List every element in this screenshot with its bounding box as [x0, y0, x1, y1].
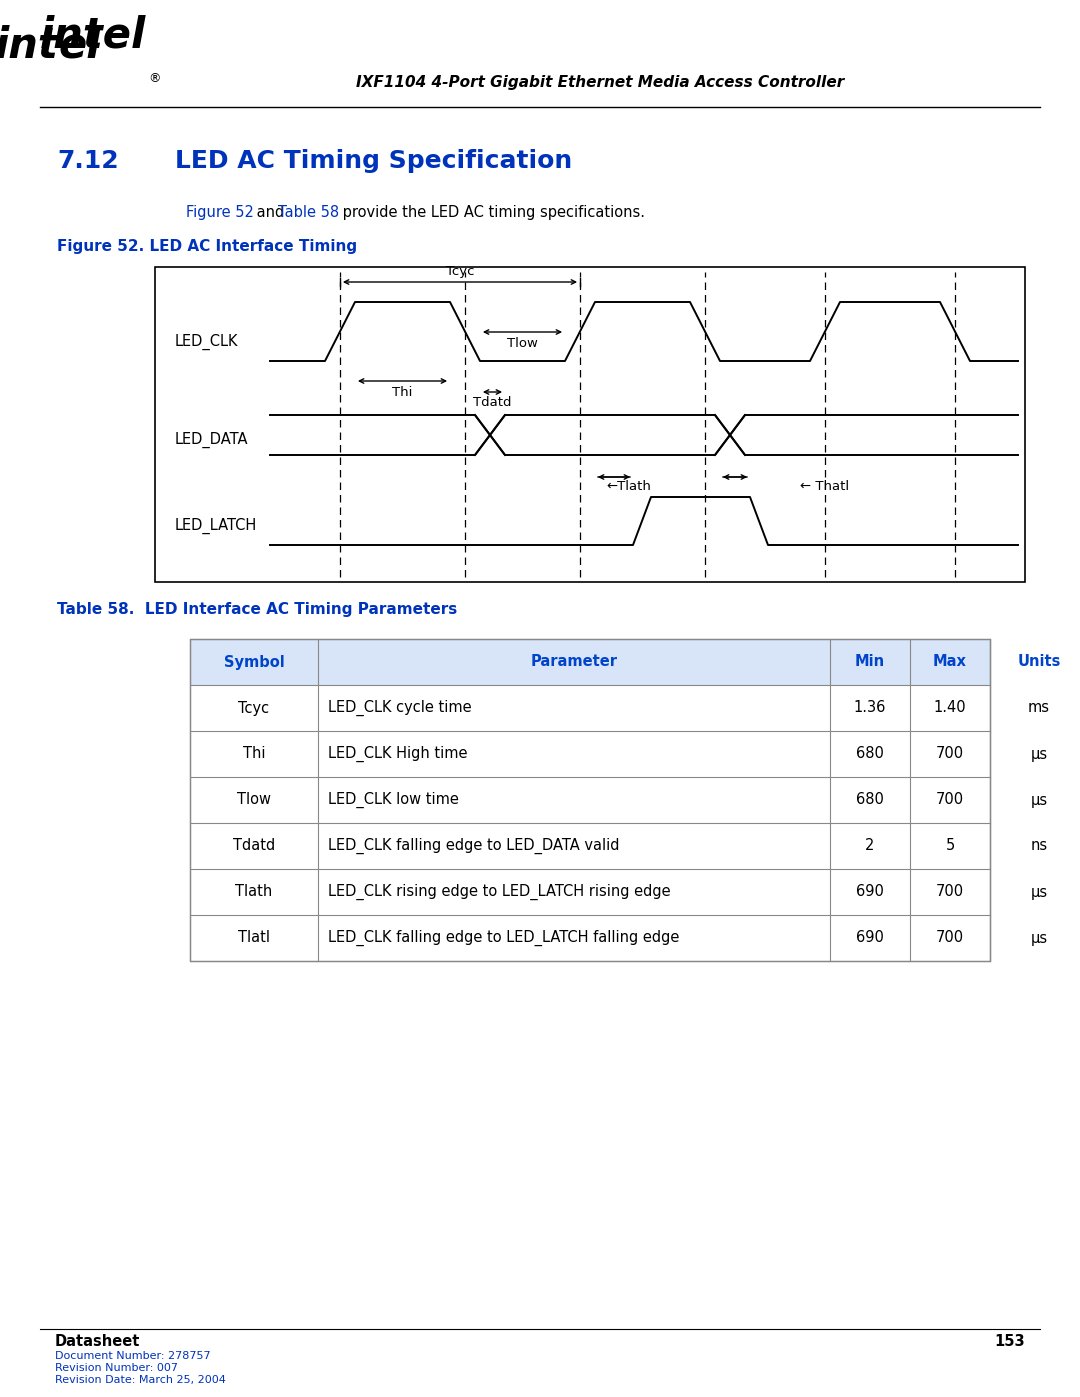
Text: μs: μs: [1030, 792, 1048, 807]
Text: Max: Max: [933, 655, 967, 669]
Text: and: and: [252, 205, 288, 219]
Text: Parameter: Parameter: [530, 655, 618, 669]
Text: 690: 690: [856, 930, 883, 946]
Text: LED_LATCH: LED_LATCH: [175, 518, 257, 534]
Text: Thi: Thi: [392, 386, 413, 400]
Text: ← Thatl: ← Thatl: [800, 481, 849, 493]
Text: LED_CLK rising edge to LED_LATCH rising edge: LED_CLK rising edge to LED_LATCH rising …: [328, 884, 671, 900]
Text: Figure 52. LED AC Interface Timing: Figure 52. LED AC Interface Timing: [57, 239, 357, 254]
Text: 1.40: 1.40: [934, 700, 967, 715]
Text: ns: ns: [1030, 838, 1048, 854]
Text: 680: 680: [856, 792, 883, 807]
Text: Tlow: Tlow: [237, 792, 271, 807]
Text: Tlatl: Tlatl: [238, 930, 270, 946]
Text: LED_CLK: LED_CLK: [175, 334, 239, 349]
Text: LED_CLK falling edge to LED_DATA valid: LED_CLK falling edge to LED_DATA valid: [328, 838, 620, 854]
Text: ←Tlath: ←Tlath: [607, 481, 651, 493]
Text: Min: Min: [855, 655, 886, 669]
Text: 153: 153: [995, 1334, 1025, 1350]
Text: LED_CLK low time: LED_CLK low time: [328, 792, 459, 807]
Text: Thi: Thi: [243, 746, 266, 761]
Text: 700: 700: [936, 884, 964, 900]
Text: 690: 690: [856, 884, 883, 900]
Text: el: el: [58, 25, 100, 67]
Text: LED_CLK falling edge to LED_LATCH falling edge: LED_CLK falling edge to LED_LATCH fallin…: [328, 930, 679, 946]
Bar: [190, 638, 990, 961]
Text: μs: μs: [1030, 884, 1048, 900]
Text: Table 58: Table 58: [278, 205, 339, 219]
Text: ms: ms: [1028, 700, 1050, 715]
Text: Units: Units: [1017, 655, 1061, 669]
Text: Datasheet: Datasheet: [55, 1334, 140, 1350]
Text: Tdatd: Tdatd: [233, 838, 275, 854]
Text: Tcyc: Tcyc: [239, 700, 270, 715]
Text: μs: μs: [1030, 746, 1048, 761]
Text: 7.12: 7.12: [57, 149, 119, 173]
Text: LED_CLK High time: LED_CLK High time: [328, 746, 468, 763]
Text: ®: ®: [148, 73, 161, 85]
Text: Symbol: Symbol: [224, 655, 284, 669]
Text: LED_DATA: LED_DATA: [175, 432, 248, 448]
Text: 700: 700: [936, 746, 964, 761]
Text: 680: 680: [856, 746, 883, 761]
Bar: [190, 638, 990, 685]
Text: 5: 5: [945, 838, 955, 854]
Text: Tdatd: Tdatd: [473, 395, 511, 409]
Text: 1.36: 1.36: [854, 700, 887, 715]
Text: Revision Number: 007: Revision Number: 007: [55, 1363, 178, 1373]
Text: Revision Date: March 25, 2004: Revision Date: March 25, 2004: [55, 1375, 226, 1384]
Text: int: int: [0, 25, 58, 67]
Text: IXF1104 4-Port Gigabit Ethernet Media Access Controller: IXF1104 4-Port Gigabit Ethernet Media Ac…: [356, 74, 845, 89]
Text: Tcyc: Tcyc: [446, 265, 474, 278]
Text: provide the LED AC timing specifications.: provide the LED AC timing specifications…: [338, 205, 645, 219]
Text: Document Number: 278757: Document Number: 278757: [55, 1351, 211, 1361]
Text: intel: intel: [40, 15, 146, 57]
Text: 700: 700: [936, 792, 964, 807]
Text: 2: 2: [865, 838, 875, 854]
Text: 700: 700: [936, 930, 964, 946]
Text: μs: μs: [1030, 930, 1048, 946]
Bar: [156, 267, 1025, 583]
Text: Table 58.  LED Interface AC Timing Parameters: Table 58. LED Interface AC Timing Parame…: [57, 602, 457, 617]
Text: Tlow: Tlow: [507, 337, 538, 351]
Text: LED AC Timing Specification: LED AC Timing Specification: [175, 149, 572, 173]
Text: Tlath: Tlath: [235, 884, 272, 900]
Text: LED_CLK cycle time: LED_CLK cycle time: [328, 700, 472, 717]
Text: Figure 52: Figure 52: [186, 205, 254, 219]
